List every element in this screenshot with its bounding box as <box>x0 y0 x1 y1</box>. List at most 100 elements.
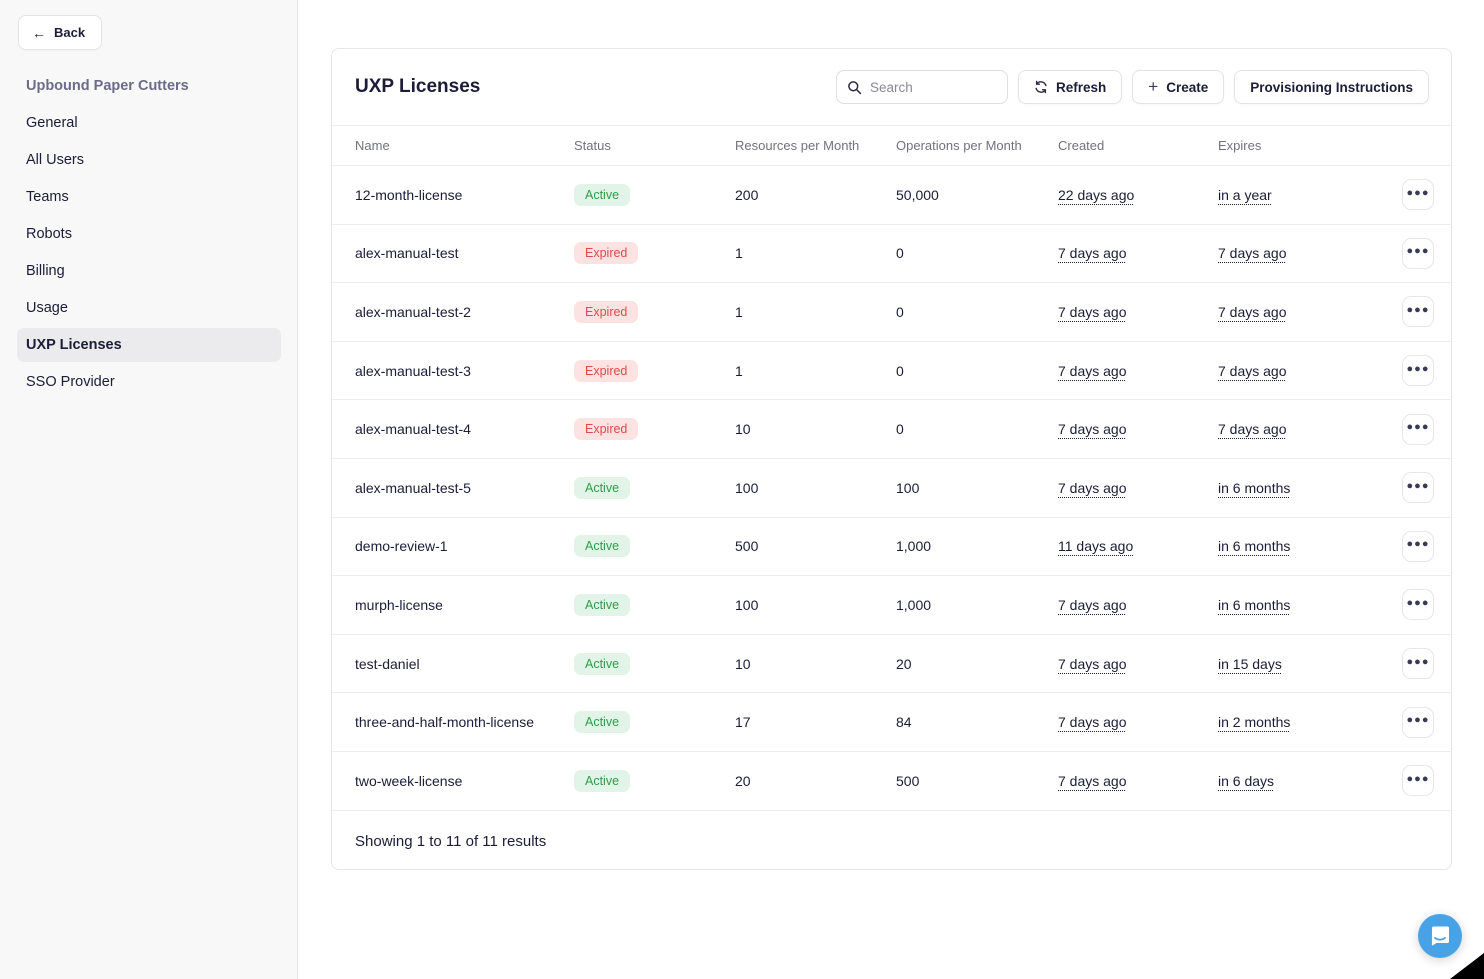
search-input[interactable] <box>869 79 997 95</box>
back-arrow-icon: ← <box>32 24 46 41</box>
status-badge: Active <box>574 711 631 734</box>
row-actions-button[interactable]: ●●● <box>1402 355 1434 387</box>
table-row: alex-manual-test Expired 1 0 7 days ago … <box>332 225 1451 284</box>
license-name: alex-manual-test-5 <box>355 479 471 496</box>
column-header-status: Status <box>574 138 611 153</box>
column-header-created: Created <box>1058 138 1105 153</box>
sidebar-item-general[interactable]: General <box>26 115 78 131</box>
back-button[interactable]: ← Back <box>18 15 103 50</box>
created-time: 7 days ago <box>1058 362 1127 379</box>
table-row: murph-license Active 100 1,000 7 days ag… <box>332 576 1451 635</box>
created-time: 7 days ago <box>1058 245 1127 262</box>
expires-time: 7 days ago <box>1218 421 1287 438</box>
sidebar-item-teams[interactable]: Teams <box>26 189 69 205</box>
created-time: 7 days ago <box>1058 303 1127 320</box>
created-time: 22 days ago <box>1058 186 1135 203</box>
sidebar-item-usage[interactable]: Usage <box>26 300 68 316</box>
table-row: three-and-half-month-license Active 17 8… <box>332 693 1451 752</box>
expires-time: in 2 months <box>1218 714 1291 731</box>
row-actions-button[interactable]: ●●● <box>1402 589 1434 621</box>
created-time: 7 days ago <box>1058 421 1127 438</box>
license-name: 12-month-license <box>355 186 463 203</box>
refresh-icon <box>1034 80 1048 94</box>
status-badge: Active <box>574 593 631 616</box>
status-badge: Active <box>574 652 631 675</box>
operations-per-month: 20 <box>896 655 912 672</box>
row-actions-button[interactable]: ●●● <box>1402 237 1434 269</box>
created-time: 11 days ago <box>1058 538 1134 555</box>
license-name: murph-license <box>355 596 443 613</box>
table-row: alex-manual-test-4 Expired 10 0 7 days a… <box>332 400 1451 459</box>
operations-per-month: 50,000 <box>896 186 939 203</box>
resources-per-month: 100 <box>735 596 759 613</box>
status-badge: Active <box>574 183 631 206</box>
expires-time: 7 days ago <box>1218 245 1287 262</box>
table-row: two-week-license Active 20 500 7 days ag… <box>332 752 1451 811</box>
license-name: test-daniel <box>355 655 420 672</box>
resources-per-month: 10 <box>735 655 751 672</box>
operations-per-month: 0 <box>896 362 904 379</box>
license-name: three-and-half-month-license <box>355 714 534 731</box>
table-footer: Showing 1 to 11 of 11 results <box>332 811 1451 873</box>
sidebar-item-all-users[interactable]: All Users <box>26 152 85 168</box>
sidebar-item-uxp-licenses[interactable]: UXP Licenses <box>17 328 281 362</box>
licenses-card: UXP Licenses Refresh <box>331 48 1452 870</box>
resources-per-month: 200 <box>735 186 759 203</box>
table-row: alex-manual-test-3 Expired 1 0 7 days ag… <box>332 342 1451 401</box>
back-button-label: Back <box>54 25 86 40</box>
status-badge: Active <box>574 535 631 558</box>
sidebar-item-robots[interactable]: Robots <box>26 226 72 242</box>
expires-time: in 15 days <box>1218 655 1282 672</box>
search-box[interactable] <box>835 70 1008 104</box>
created-time: 7 days ago <box>1058 714 1127 731</box>
expires-time: in 6 days <box>1218 772 1275 789</box>
row-actions-button[interactable]: ●●● <box>1402 706 1434 738</box>
operations-per-month: 500 <box>896 772 920 789</box>
sidebar-item-sso-provider[interactable]: SSO Provider <box>26 374 115 390</box>
resources-per-month: 17 <box>735 714 751 731</box>
resources-per-month: 1 <box>735 245 743 262</box>
table-row: demo-review-1 Active 500 1,000 11 days a… <box>332 518 1451 577</box>
status-badge: Active <box>574 476 631 499</box>
refresh-button[interactable]: Refresh <box>1017 70 1123 104</box>
column-header-operations: Operations per Month <box>896 138 1022 153</box>
page-title: UXP Licenses <box>355 76 481 97</box>
provisioning-instructions-button[interactable]: Provisioning Instructions <box>1234 70 1429 104</box>
license-name: demo-review-1 <box>355 538 448 555</box>
row-actions-button[interactable]: ●●● <box>1402 179 1434 211</box>
table-body: 12-month-license Active 200 50,000 22 da… <box>332 166 1451 811</box>
row-actions-button[interactable]: ●●● <box>1402 296 1434 328</box>
row-actions-button[interactable]: ●●● <box>1402 765 1434 797</box>
create-button[interactable]: + Create <box>1132 70 1225 104</box>
table-row: alex-manual-test-5 Active 100 100 7 days… <box>332 459 1451 518</box>
column-header-name: Name <box>355 138 390 153</box>
operations-per-month: 0 <box>896 245 904 262</box>
license-name: alex-manual-test-3 <box>355 362 471 379</box>
search-icon <box>848 80 862 94</box>
card-header: UXP Licenses Refresh <box>332 49 1451 126</box>
operations-per-month: 1,000 <box>896 596 932 613</box>
table-row: 12-month-license Active 200 50,000 22 da… <box>332 166 1451 225</box>
table-row: alex-manual-test-2 Expired 1 0 7 days ag… <box>332 283 1451 342</box>
row-actions-button[interactable]: ●●● <box>1402 413 1434 445</box>
chat-widget-button[interactable] <box>1418 914 1462 958</box>
license-name: alex-manual-test-4 <box>355 421 471 438</box>
operations-per-month: 84 <box>896 714 912 731</box>
org-name: Upbound Paper Cutters <box>26 78 189 94</box>
row-actions-button[interactable]: ●●● <box>1402 648 1434 680</box>
status-badge: Expired <box>574 359 639 382</box>
row-actions-button[interactable]: ●●● <box>1402 472 1434 504</box>
table-row: test-daniel Active 10 20 7 days ago in 1… <box>332 635 1451 694</box>
expires-time: in 6 months <box>1218 538 1291 555</box>
operations-per-month: 0 <box>896 303 904 320</box>
resources-per-month: 1 <box>735 303 743 320</box>
status-badge: Expired <box>574 300 639 323</box>
resources-per-month: 20 <box>735 772 751 789</box>
resources-per-month: 500 <box>735 538 759 555</box>
sidebar-item-billing[interactable]: Billing <box>26 263 65 279</box>
created-time: 7 days ago <box>1058 655 1127 672</box>
expires-time: in 6 months <box>1218 479 1291 496</box>
row-actions-button[interactable]: ●●● <box>1402 530 1434 562</box>
sidebar-nav: General All Users Teams Robots Billing Usage U… <box>17 106 281 402</box>
operations-per-month: 0 <box>896 421 904 438</box>
